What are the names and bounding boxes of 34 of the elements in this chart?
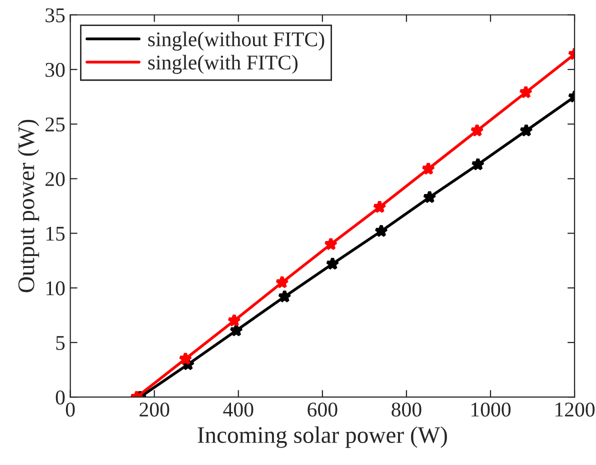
point <box>470 124 484 137</box>
point <box>519 124 534 137</box>
y-tick-label: 25 <box>46 118 65 132</box>
x-axis-title: Incoming solar power (W) <box>198 426 447 448</box>
point <box>324 237 338 250</box>
x-tick-label: 600 <box>308 402 338 417</box>
y-axis-title: Output power (W) <box>18 120 40 292</box>
y-tick-label: 10 <box>46 281 65 296</box>
point <box>178 352 192 365</box>
x-tick-label: 1000 <box>472 402 511 417</box>
x-tick-label: 800 <box>392 402 422 417</box>
x-tick-label: 400 <box>223 402 254 417</box>
x-tick-label: 0 <box>66 402 75 417</box>
point <box>422 162 436 175</box>
y-tick-label: 0 <box>56 390 65 405</box>
point <box>372 200 386 214</box>
point <box>278 290 292 303</box>
y-tick-label: 20 <box>46 172 65 186</box>
point <box>229 323 244 337</box>
y-tick-label: 5 <box>56 336 65 350</box>
point <box>275 275 289 288</box>
point <box>227 314 242 327</box>
legend-label: single(without FITC) <box>148 32 324 51</box>
point <box>471 157 485 171</box>
x-tick-label: 1200 <box>556 402 595 417</box>
point <box>518 85 533 98</box>
point <box>422 190 436 204</box>
x-tick-label: 200 <box>140 402 170 417</box>
point <box>326 256 340 270</box>
legend-label: single(with FITC) <box>148 54 298 74</box>
y-tick-label: 30 <box>46 62 65 77</box>
y-tick-label: 15 <box>46 226 65 241</box>
y-tick-label: 35 <box>46 8 65 22</box>
point <box>374 224 388 238</box>
